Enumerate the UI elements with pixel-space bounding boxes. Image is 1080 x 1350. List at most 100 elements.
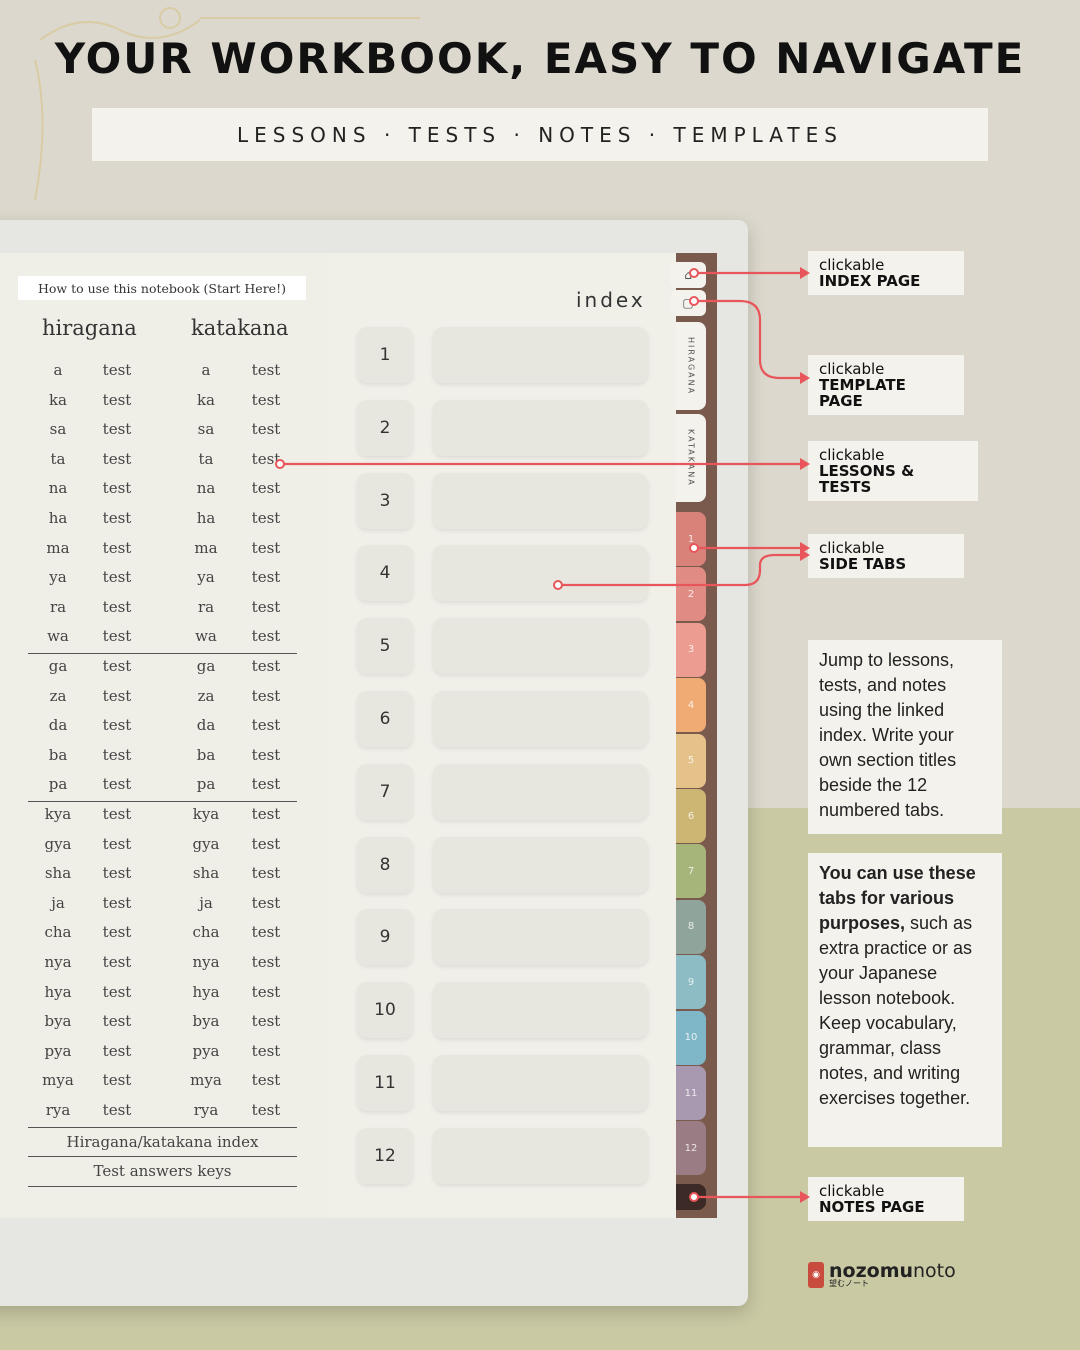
notes-tab[interactable]	[676, 1184, 706, 1210]
hiragana-lesson-link[interactable]: nya	[44, 953, 72, 971]
katakana-test-link[interactable]: test	[251, 538, 281, 557]
index-title-field[interactable]	[433, 618, 648, 675]
index-tab[interactable]: ⌂	[670, 262, 706, 288]
katakana-lesson-link[interactable]: ha	[196, 509, 216, 527]
hiragana-test-link[interactable]: test	[102, 893, 132, 912]
katakana-test-link[interactable]: test	[251, 1041, 281, 1060]
katakana-lesson-link[interactable]: za	[197, 686, 215, 705]
index-number-5[interactable]: 5	[357, 618, 413, 675]
katakana-test-link[interactable]: test	[251, 479, 281, 498]
katakana-lesson-link[interactable]: a	[201, 361, 211, 379]
katakana-lesson-link[interactable]: hya	[192, 982, 220, 1001]
index-title-field[interactable]	[433, 472, 648, 529]
katakana-test-link[interactable]: test	[251, 627, 281, 646]
katakana-test-link[interactable]: test	[251, 893, 281, 912]
katakana-lesson-link[interactable]: ba	[196, 745, 216, 764]
katakana-lesson-link[interactable]: pa	[196, 775, 216, 794]
index-number-3[interactable]: 3	[357, 472, 413, 529]
hiragana-lesson-link[interactable]: ra	[49, 597, 67, 616]
hiragana-lesson-link[interactable]: ha	[48, 509, 68, 527]
index-number-6[interactable]: 6	[357, 691, 413, 747]
katakana-lesson-link[interactable]: ga	[196, 657, 216, 675]
katakana-lesson-link[interactable]: pya	[192, 1041, 220, 1060]
katakana-test-link[interactable]: test	[251, 745, 281, 764]
index-title-field[interactable]	[433, 327, 648, 383]
hiragana-test-link[interactable]: test	[102, 775, 132, 794]
side-tab-9[interactable]: 9	[676, 955, 706, 1010]
hiragana-lesson-link[interactable]: na	[48, 479, 68, 498]
hiragana-lesson-link[interactable]: ya	[49, 568, 67, 587]
katakana-lesson-link[interactable]: ma	[194, 538, 218, 557]
hiragana-test-link[interactable]: test	[102, 834, 132, 853]
index-number-4[interactable]: 4	[357, 545, 413, 602]
katakana-test-link[interactable]: test	[251, 716, 281, 735]
side-tab-10[interactable]: 10	[676, 1010, 706, 1065]
katakana-lesson-link[interactable]: na	[196, 479, 216, 498]
hiragana-lesson-link[interactable]: ga	[48, 657, 68, 675]
index-title-field[interactable]	[433, 909, 648, 966]
katakana-lesson-link[interactable]: ya	[197, 568, 215, 587]
hiragana-lesson-link[interactable]: kya	[44, 805, 72, 823]
hiragana-lesson-link[interactable]: ta	[50, 449, 66, 468]
katakana-test-link[interactable]: test	[251, 775, 281, 794]
hiragana-test-link[interactable]: test	[102, 509, 132, 527]
katakana-test-link[interactable]: test	[251, 805, 281, 823]
katakana-lesson-link[interactable]: rya	[193, 1101, 219, 1119]
katakana-lesson-link[interactable]: wa	[195, 627, 217, 646]
hiragana-lesson-link[interactable]: ka	[48, 390, 68, 409]
index-title-field[interactable]	[433, 399, 648, 456]
hiragana-lesson-link[interactable]: ja	[51, 893, 65, 912]
side-tab-1[interactable]: 1	[676, 512, 706, 566]
katakana-test-link[interactable]: test	[251, 361, 281, 379]
katakana-lesson-link[interactable]: kya	[192, 805, 220, 823]
katakana-lesson-link[interactable]: cha	[192, 923, 220, 942]
katakana-test-link[interactable]: test	[251, 657, 281, 675]
hiragana-test-link[interactable]: test	[102, 657, 132, 675]
index-number-9[interactable]: 9	[357, 909, 413, 966]
index-title-field[interactable]	[433, 1055, 648, 1111]
hiragana-test-link[interactable]: test	[102, 568, 132, 587]
katakana-lesson-link[interactable]: da	[196, 716, 216, 735]
side-tab-12[interactable]: 12	[676, 1121, 706, 1176]
hiragana-test-link[interactable]: test	[102, 627, 132, 646]
hiragana-test-link[interactable]: test	[102, 686, 132, 705]
index-number-1[interactable]: 1	[357, 327, 413, 383]
katakana-lesson-link[interactable]: sa	[197, 420, 215, 439]
hiragana-test-link[interactable]: test	[102, 597, 132, 616]
side-tab-7[interactable]: 7	[676, 844, 706, 899]
hiragana-lesson-link[interactable]: pya	[44, 1041, 72, 1060]
katakana-lesson-link[interactable]: nya	[192, 953, 220, 971]
side-tab-5[interactable]: 5	[676, 733, 706, 788]
side-tab-8[interactable]: 8	[676, 899, 706, 954]
katakana-lesson-link[interactable]: sha	[192, 864, 220, 883]
hiragana-test-link[interactable]: test	[102, 361, 132, 379]
kana-index-link[interactable]: Hiragana/katakana index	[66, 1132, 259, 1151]
hiragana-test-link[interactable]: test	[102, 1101, 132, 1119]
tab-katakana[interactable]: KATAKANA	[676, 414, 706, 502]
katakana-test-link[interactable]: test	[251, 597, 281, 616]
hiragana-test-link[interactable]: test	[102, 390, 132, 409]
template-tab[interactable]: ▢	[670, 290, 706, 316]
hiragana-lesson-link[interactable]: sha	[44, 864, 72, 883]
hiragana-test-link[interactable]: test	[102, 953, 132, 971]
index-number-2[interactable]: 2	[357, 399, 413, 456]
hiragana-test-link[interactable]: test	[102, 1041, 132, 1060]
hiragana-lesson-link[interactable]: rya	[45, 1101, 71, 1119]
katakana-test-link[interactable]: test	[251, 864, 281, 883]
hiragana-test-link[interactable]: test	[102, 864, 132, 883]
katakana-test-link[interactable]: test	[251, 509, 281, 527]
hiragana-test-link[interactable]: test	[102, 1012, 132, 1031]
katakana-lesson-link[interactable]: gya	[192, 834, 220, 853]
katakana-test-link[interactable]: test	[251, 834, 281, 853]
katakana-test-link[interactable]: test	[251, 1012, 281, 1031]
side-tab-2[interactable]: 2	[676, 567, 706, 622]
katakana-lesson-link[interactable]: mya	[190, 1071, 222, 1090]
katakana-test-link[interactable]: test	[251, 982, 281, 1001]
hiragana-test-link[interactable]: test	[102, 479, 132, 498]
hiragana-lesson-link[interactable]: pa	[48, 775, 68, 794]
katakana-test-link[interactable]: test	[251, 1071, 281, 1090]
hiragana-lesson-link[interactable]: ma	[46, 538, 70, 557]
hiragana-lesson-link[interactable]: a	[53, 361, 63, 379]
hiragana-lesson-link[interactable]: bya	[44, 1012, 72, 1031]
index-number-11[interactable]: 11	[357, 1055, 413, 1111]
